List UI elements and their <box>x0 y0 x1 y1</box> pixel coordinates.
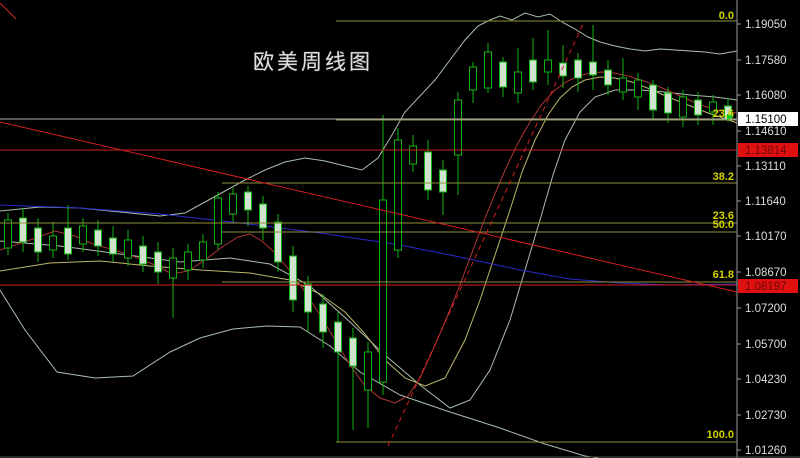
descending-trendline[interactable] <box>0 122 737 292</box>
bear-candle <box>320 304 327 332</box>
price-axis-label: 1.19050 <box>745 19 787 31</box>
bear-candle <box>560 63 567 76</box>
bull-candle <box>185 252 192 270</box>
bear-candle <box>425 152 432 190</box>
price-axis-label: 1.11640 <box>745 196 786 208</box>
price-axis-label: 1.13110 <box>745 161 786 173</box>
bull-candle <box>170 258 177 278</box>
bear-candle <box>20 218 27 242</box>
fib-level-label: 38.2 <box>713 171 734 183</box>
bear-candle <box>260 204 267 228</box>
bear-candle <box>350 338 357 366</box>
bear-candle <box>665 93 672 113</box>
price-axis-label: 1.04230 <box>745 374 787 386</box>
bull-candle <box>515 72 522 93</box>
bull-candle <box>485 52 492 88</box>
bull-candle <box>680 97 687 117</box>
fib-level-label: 61.8 <box>713 269 734 281</box>
price-axis-label: 1.02730 <box>745 410 787 422</box>
price-axis-label: 1.08670 <box>745 267 787 279</box>
bull-candle <box>200 242 207 260</box>
bear-candle <box>140 246 147 264</box>
price-box-label: 1.15100 <box>745 114 787 126</box>
price-axis-label: 1.16080 <box>745 90 787 102</box>
bull-candle <box>455 100 462 155</box>
bear-candle <box>695 100 702 115</box>
bear-candle <box>275 222 282 262</box>
corner-trendline-stub[interactable] <box>0 3 16 19</box>
bull-candle <box>395 140 402 250</box>
bull-candle <box>380 200 387 382</box>
price-axis-label: 1.14610 <box>745 126 787 138</box>
bull-candle <box>620 78 627 92</box>
price-axis-label: 1.17580 <box>745 55 787 67</box>
bull-candle <box>230 194 237 214</box>
bull-candle <box>125 240 132 258</box>
bear-candle <box>110 238 117 254</box>
bull-candle <box>545 60 552 72</box>
bull-candle <box>470 67 477 90</box>
bear-candle <box>440 170 447 192</box>
bull-candle <box>215 198 222 244</box>
bear-candle <box>290 256 297 300</box>
bear-candle <box>605 70 612 85</box>
bear-candle <box>155 252 162 272</box>
bear-candle <box>530 60 537 82</box>
price-axis-label: 1.05700 <box>745 339 787 351</box>
bear-candle <box>575 60 582 78</box>
bull-candle <box>50 236 57 250</box>
bear-candle <box>305 284 312 312</box>
price-axis-label: 1.07200 <box>745 303 787 315</box>
fib-level-label: 50.0 <box>713 219 734 231</box>
bear-candle <box>65 228 72 254</box>
bollinger-upper-band <box>0 13 737 216</box>
bollinger-lower-band <box>0 290 598 458</box>
chart-canvas[interactable]: 0.023.638.223.650.061.8100.01.190501.175… <box>0 0 800 458</box>
bull-candle <box>410 146 417 164</box>
bear-candle <box>245 192 252 210</box>
bear-candle <box>335 322 342 352</box>
bull-candle <box>80 226 87 244</box>
price-box-label: 1.08197 <box>745 281 787 293</box>
price-axis-label: 1.01260 <box>745 445 787 457</box>
bear-candle <box>35 228 42 252</box>
fib-level-label: 0.0 <box>719 10 734 22</box>
bear-candle <box>95 230 102 246</box>
chart-title: 欧美周线图 <box>253 46 373 76</box>
bull-candle <box>5 220 12 248</box>
fib-level-label: 100.0 <box>706 429 734 441</box>
bull-candle <box>635 80 642 97</box>
bear-candle <box>590 62 597 75</box>
bear-candle <box>650 85 657 110</box>
chart-window: 0.023.638.223.650.061.8100.01.190501.175… <box>0 0 800 458</box>
price-box-label: 1.13814 <box>745 145 787 157</box>
bull-candle <box>365 352 372 390</box>
bear-candle <box>500 62 507 87</box>
price-axis-label: 1.10170 <box>745 231 787 243</box>
